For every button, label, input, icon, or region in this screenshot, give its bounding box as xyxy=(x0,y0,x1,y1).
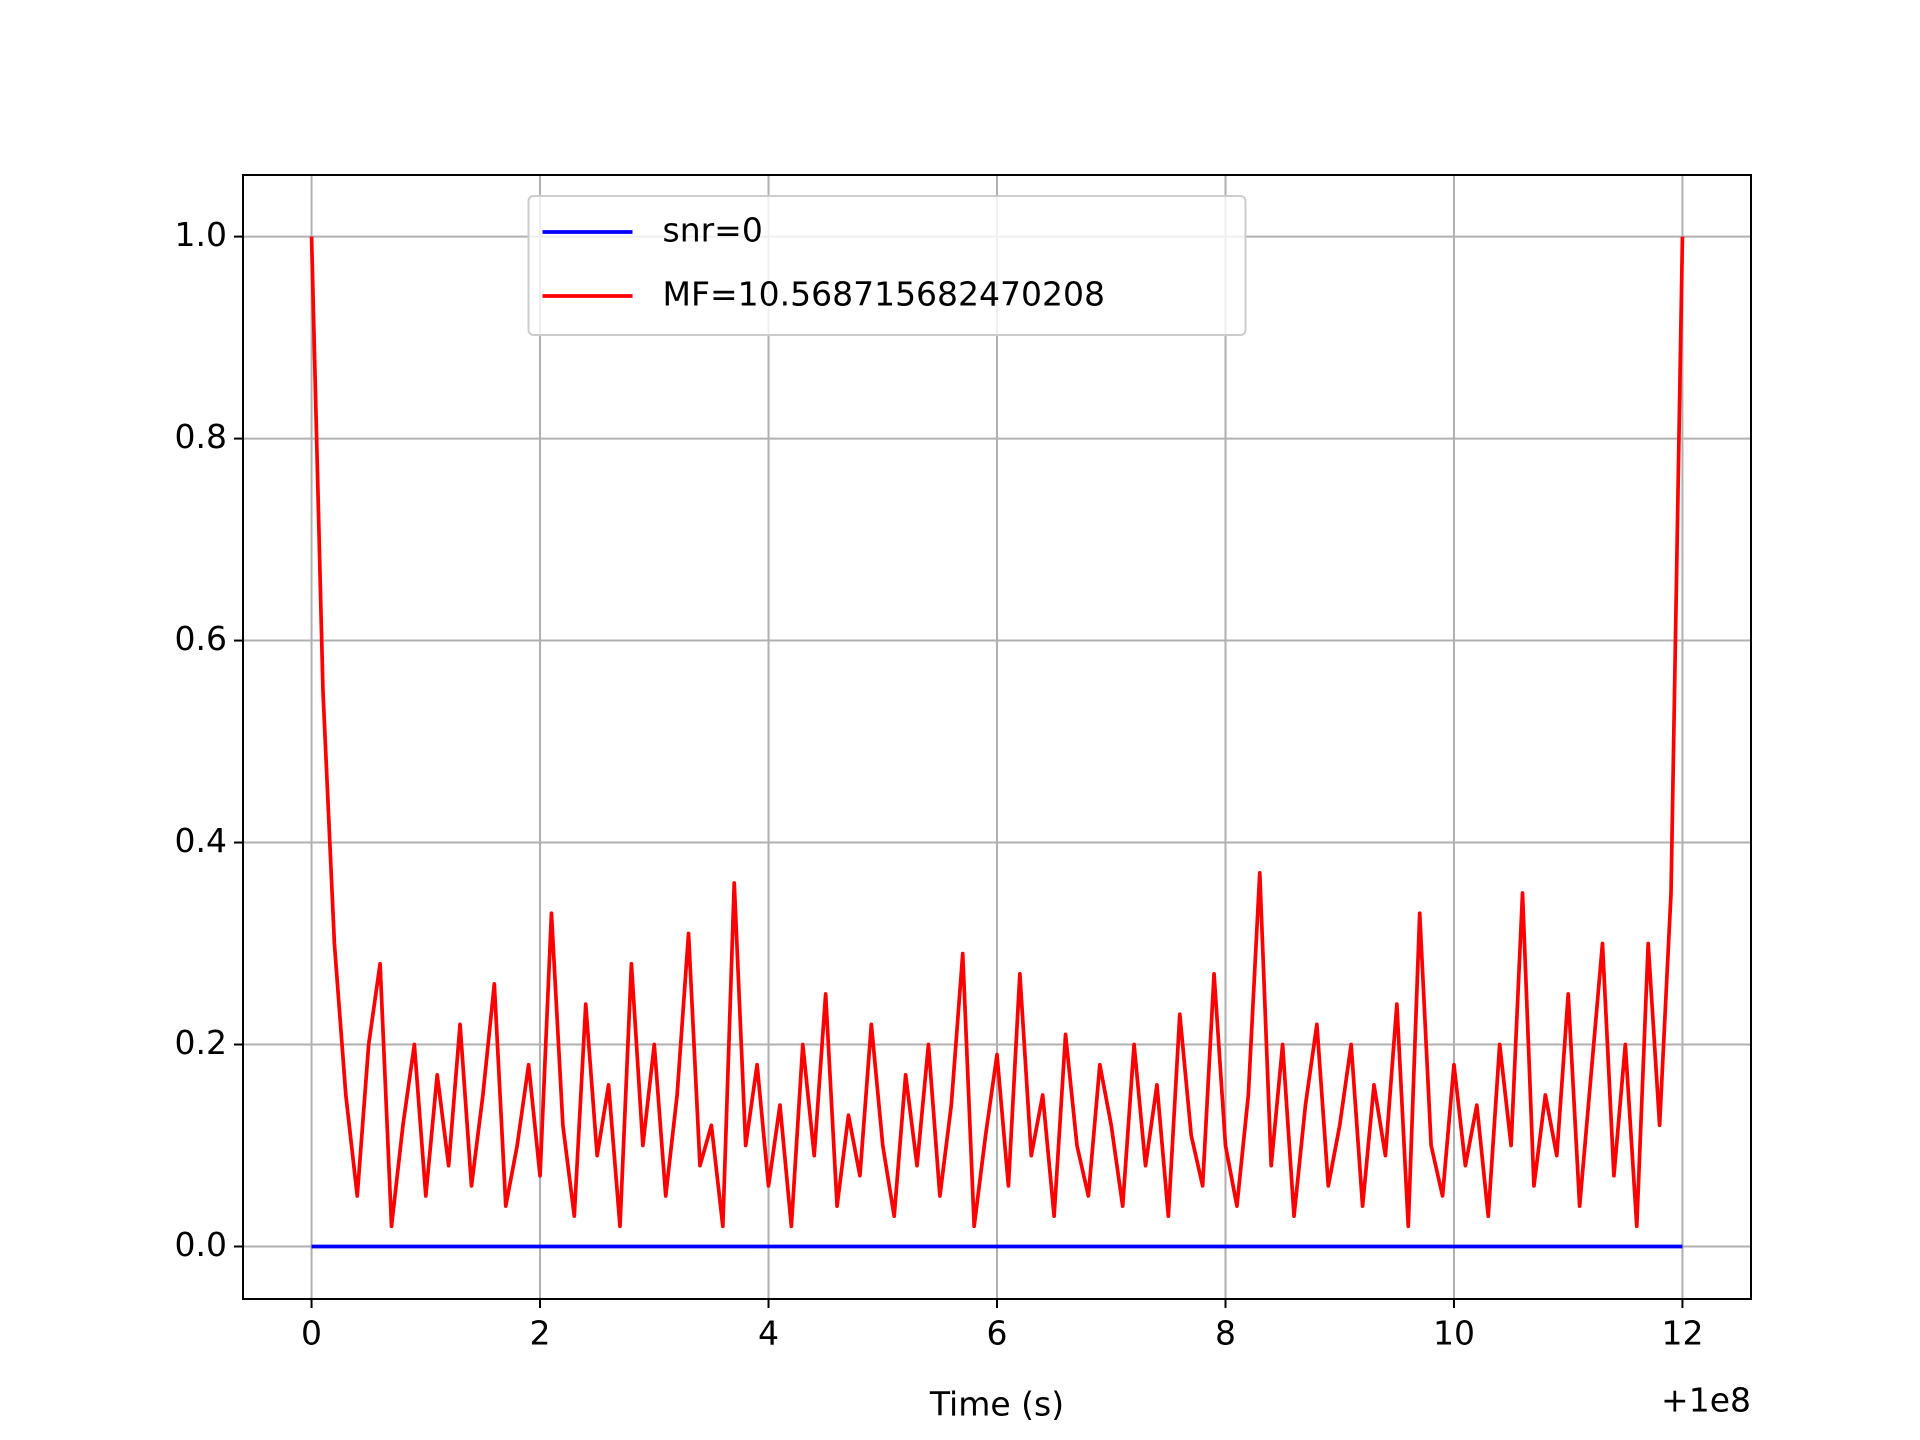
y-tick-label: 0.8 xyxy=(175,417,227,456)
y-tick-label: 0.6 xyxy=(175,619,227,658)
x-offset-label: +1e8 xyxy=(1661,1381,1751,1420)
x-tick-label: 4 xyxy=(758,1314,779,1353)
x-tick-label: 0 xyxy=(301,1314,322,1353)
legend-label: MF=10.568715682470208 xyxy=(663,275,1106,314)
x-tick-label: 6 xyxy=(987,1314,1008,1353)
legend-box xyxy=(527,195,1247,336)
y-tick-label: 0.0 xyxy=(175,1225,227,1264)
y-tick-label: 0.2 xyxy=(175,1023,227,1062)
x-tick-label: 8 xyxy=(1215,1314,1236,1353)
ticks: 0 2 4 6 8 10 12 0.0 0.2 0.4 0.6 0.8 1.0 xyxy=(175,215,1704,1352)
x-tick-label: 12 xyxy=(1661,1314,1703,1353)
x-tick-label: 10 xyxy=(1433,1314,1475,1353)
series-line xyxy=(309,236,1685,1229)
lines xyxy=(309,236,1685,1249)
x-tick-label: 2 xyxy=(530,1314,551,1353)
x-axis-label: Time (s) xyxy=(929,1385,1064,1424)
legend-label: snr=0 xyxy=(663,211,763,250)
y-tick-label: 1.0 xyxy=(175,215,227,254)
legend: snr=0 MF=10.568715682470208 xyxy=(527,195,1247,336)
y-tick-label: 0.4 xyxy=(175,821,227,860)
